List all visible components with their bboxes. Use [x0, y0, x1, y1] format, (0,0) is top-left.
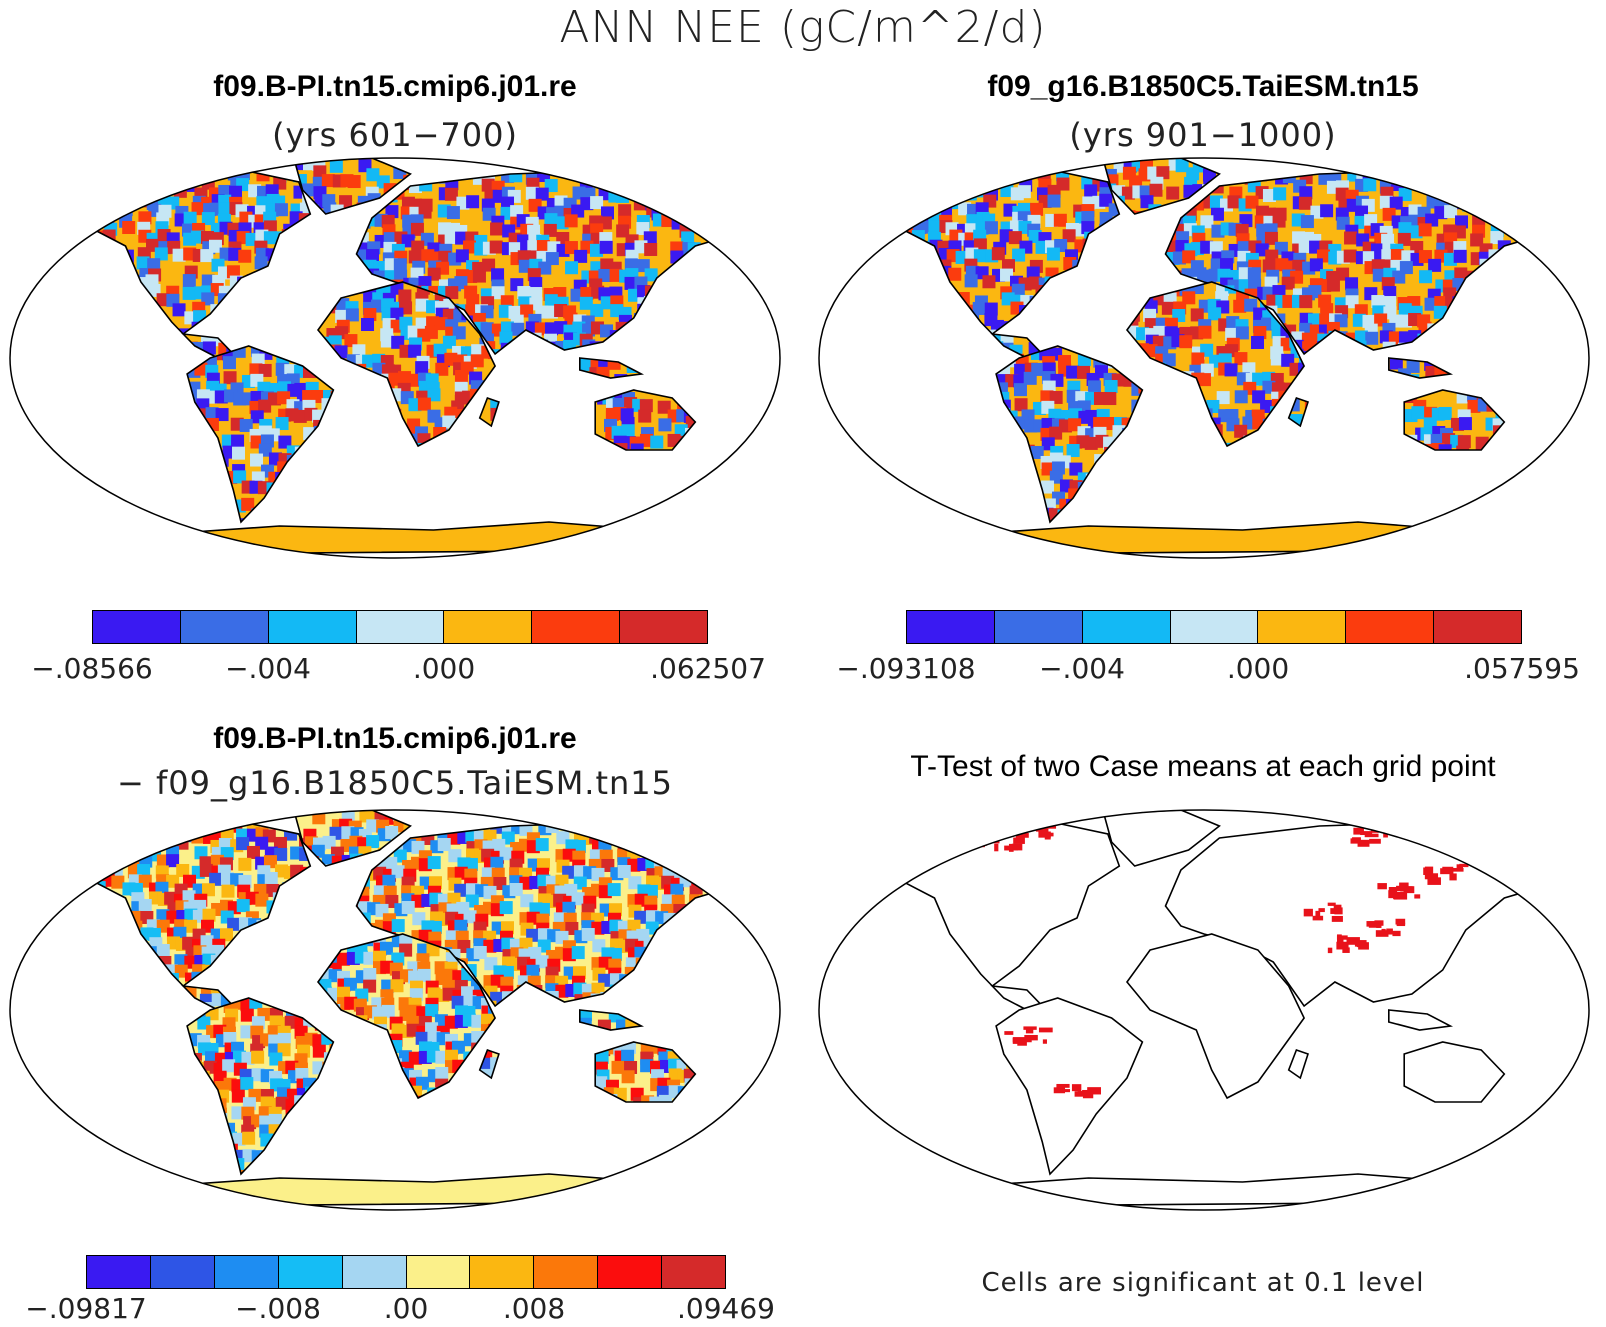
- map-border: [818, 809, 1590, 1211]
- coastline-greenland: [293, 810, 412, 867]
- coastline-southAmerica: [995, 345, 1144, 524]
- coastline-southAmerica: [186, 345, 335, 524]
- colorbar-swatch: [662, 1256, 726, 1288]
- panel2-colorbar-ticks: −.093108 −.004 .000 .057595: [836, 652, 1580, 688]
- coastline-southAmerica: [186, 997, 335, 1176]
- coastline-greenland: [1102, 158, 1221, 215]
- panel3-title: f09.B-PI.tn15.cmip6.j01.re: [213, 722, 577, 755]
- coastline-northAmerica: [46, 819, 312, 988]
- map-border: [9, 157, 781, 559]
- coastline-africa: [316, 933, 497, 1100]
- coastline-greenland: [1102, 810, 1221, 867]
- colorbar-swatch: [180, 611, 269, 643]
- map-border: [818, 157, 1590, 559]
- colorbar-swatch: [278, 1256, 343, 1288]
- panel1-colorbar: [92, 610, 708, 644]
- colorbar-swatch: [214, 1256, 279, 1288]
- coastline-indonesia: [578, 357, 645, 379]
- colorbar-tick-label: −.004: [1039, 652, 1125, 685]
- coastline-northAmerica: [46, 167, 312, 336]
- coastline-madagascar: [1287, 396, 1310, 428]
- map-border: [9, 809, 781, 1211]
- coastline-greenland: [293, 158, 412, 215]
- panel2-title: f09_g16.B1850C5.TaiESM.tn15: [987, 70, 1419, 103]
- colorbar-swatch: [907, 611, 995, 643]
- coastline-indonesia: [1388, 357, 1454, 379]
- panel3-colorbar: [86, 1255, 726, 1289]
- landmass-indonesia: [1388, 1010, 1451, 1030]
- panel4-title: T-Test of two Case means at each grid po…: [910, 750, 1496, 783]
- coastline-northAmerica: [855, 819, 1121, 988]
- landmass-africa: [1127, 934, 1305, 1098]
- coastline-africa: [1125, 933, 1306, 1100]
- panel1-colorbar-ticks: −.08566 −.004 .000 .062507: [31, 652, 766, 688]
- coastline-madagascar: [478, 396, 500, 428]
- panel2-subtitle: (yrs 901−1000): [1069, 116, 1337, 154]
- coastline-northAmerica: [855, 167, 1121, 336]
- colorbar-swatch: [444, 611, 533, 643]
- colorbar-swatch: [1082, 611, 1171, 643]
- main-title: ANN NEE (gC/m^2/d): [559, 2, 1047, 53]
- coastline-madagascar: [1287, 1048, 1310, 1080]
- colorbar-swatch: [268, 611, 357, 643]
- colorbar-swatch: [534, 1256, 599, 1288]
- colorbar-swatch: [1170, 611, 1259, 643]
- colorbar-swatch: [150, 1256, 215, 1288]
- landmass-antarctica: [973, 1174, 1474, 1206]
- coastline-indonesia: [578, 1009, 645, 1031]
- colorbar-tick-label: .008: [502, 1292, 566, 1325]
- colorbar-tick-label: −.008: [235, 1292, 321, 1325]
- landmass-centralAmerica: [992, 986, 1043, 1010]
- landmass-greenland: [1103, 810, 1220, 866]
- colorbar-tick-label: .062507: [650, 652, 766, 685]
- colorbar-tick-label: −.09817: [25, 1292, 147, 1325]
- coastline-australia: [1403, 389, 1506, 451]
- colorbar-tick-label: −.093108: [836, 652, 976, 685]
- colorbar-swatch: [356, 611, 445, 643]
- colorbar-swatch: [406, 1256, 471, 1288]
- landmass-australia: [1404, 1042, 1505, 1102]
- colorbar-swatch: [1434, 611, 1522, 643]
- coastline-indonesia: [1388, 1009, 1454, 1031]
- coastline-australia: [594, 389, 697, 451]
- colorbar-tick-label: .000: [412, 652, 476, 685]
- colorbar-tick-label: .057595: [1464, 652, 1580, 685]
- colorbar-tick-label: .09469: [677, 1292, 775, 1325]
- colorbar-swatch: [1258, 611, 1347, 643]
- coastline-australia: [1403, 1041, 1506, 1103]
- colorbar-tick-label: −.08566: [31, 652, 153, 685]
- colorbar-swatch: [1346, 611, 1435, 643]
- significance-note: Cells are significant at 0.1 level: [981, 1268, 1425, 1298]
- colorbar-swatch: [342, 1256, 407, 1288]
- coastline-southAmerica: [995, 997, 1144, 1176]
- coastline-africa: [1125, 281, 1306, 448]
- panel1-subtitle: (yrs 601−700): [272, 116, 518, 154]
- colorbar-swatch: [620, 611, 708, 643]
- coastline-africa: [316, 281, 497, 448]
- landmass-madagascar: [1288, 1050, 1308, 1078]
- colorbar-swatch: [532, 611, 621, 643]
- coastline-australia: [594, 1041, 697, 1103]
- coastline-madagascar: [478, 1048, 500, 1080]
- panel2-colorbar: [906, 610, 1522, 644]
- panel1-title: f09.B-PI.tn15.cmip6.j01.re: [213, 70, 577, 103]
- colorbar-tick-label: −.004: [225, 652, 311, 685]
- colorbar-swatch: [994, 611, 1083, 643]
- colorbar-tick-label: .000: [1226, 652, 1290, 685]
- panel3-subtitle: − f09_g16.B1850C5.TaiESM.tn15: [116, 764, 674, 802]
- colorbar-swatch: [470, 1256, 535, 1288]
- colorbar-tick-label: .00: [383, 1292, 429, 1325]
- colorbar-swatch: [598, 1256, 663, 1288]
- colorbar-swatch: [87, 1256, 151, 1288]
- colorbar-swatch: [93, 611, 181, 643]
- panel3-colorbar-ticks: −.09817 −.008 .00 .008 .09469: [25, 1292, 775, 1326]
